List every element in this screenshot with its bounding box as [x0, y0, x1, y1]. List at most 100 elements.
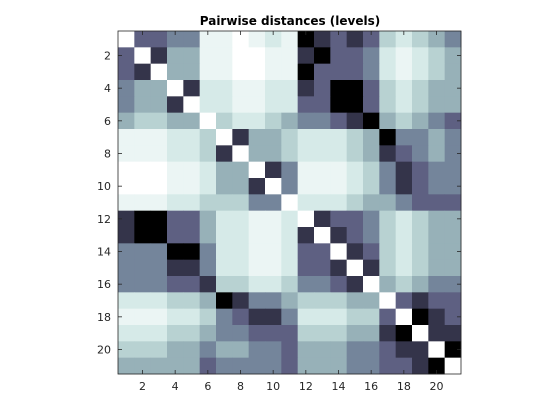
- heatmap-cell: [265, 145, 282, 163]
- heatmap-cell: [248, 341, 266, 359]
- heatmap-cell: [167, 357, 184, 375]
- heatmap-cell: [297, 243, 315, 261]
- heatmap-cell: [281, 47, 299, 65]
- heatmap-cell: [346, 259, 364, 277]
- heatmap-cell: [281, 31, 299, 48]
- heatmap-cell: [379, 210, 397, 228]
- heatmap-cell: [265, 63, 282, 81]
- heatmap-cell: [444, 357, 462, 375]
- heatmap-cell: [183, 357, 201, 375]
- heatmap-cell: [412, 145, 429, 163]
- heatmap-cell: [314, 341, 331, 359]
- heatmap-cell: [395, 145, 413, 163]
- heatmap-cell: [199, 227, 217, 244]
- heatmap-cell: [150, 80, 168, 97]
- heatmap-cell: [281, 210, 299, 228]
- heatmap-cell: [134, 357, 152, 375]
- heatmap-cell: [118, 357, 135, 375]
- heatmap-cell: [428, 276, 446, 293]
- heatmap-cell: [281, 357, 299, 375]
- heatmap-cell: [363, 129, 380, 146]
- heatmap-cell: [167, 96, 184, 114]
- heatmap-cell: [150, 325, 168, 342]
- heatmap-cell: [216, 47, 233, 65]
- heatmap-cell: [150, 96, 168, 114]
- heatmap-cell: [167, 325, 184, 342]
- heatmap-cell: [150, 292, 168, 310]
- heatmap-cell: [150, 178, 168, 195]
- heatmap-cell: [297, 161, 315, 179]
- heatmap-cell: [134, 276, 152, 293]
- heatmap-cell: [216, 325, 233, 342]
- heatmap-cell: [444, 47, 462, 65]
- heatmap-cell: [330, 129, 348, 146]
- heatmap-cell: [412, 112, 429, 130]
- heatmap-cell: [199, 341, 217, 359]
- heatmap-cell: [297, 80, 315, 97]
- heatmap-cell: [134, 243, 152, 261]
- heatmap-cell: [444, 194, 462, 212]
- heatmap-cell: [232, 341, 250, 359]
- y-tick-label: 4: [104, 82, 111, 95]
- heatmap-cell: [118, 243, 135, 261]
- heatmap-cell: [183, 276, 201, 293]
- heatmap-cell: [379, 47, 397, 65]
- heatmap-cell: [346, 276, 364, 293]
- heatmap-cell: [265, 194, 282, 212]
- heatmap-cell: [216, 194, 233, 212]
- heatmap-cell: [379, 161, 397, 179]
- heatmap-cell: [183, 178, 201, 195]
- heatmap-cell: [183, 63, 201, 81]
- heatmap-cell: [232, 243, 250, 261]
- heatmap-cell: [314, 63, 331, 81]
- heatmap-cell: [444, 259, 462, 277]
- heatmap-cell: [150, 194, 168, 212]
- heatmap-cell: [265, 31, 282, 48]
- heatmap-cell: [183, 308, 201, 326]
- heatmap-cell: [428, 112, 446, 130]
- heatmap-cell: [379, 112, 397, 130]
- heatmap-cell: [428, 63, 446, 81]
- heatmap-cell: [330, 194, 348, 212]
- heatmap-cell: [167, 145, 184, 163]
- heatmap-cell: [118, 341, 135, 359]
- heatmap-cell: [248, 63, 266, 81]
- heatmap-cell: [412, 194, 429, 212]
- heatmap-cell: [232, 292, 250, 310]
- axis-ticks: 2 4 6 8 10 12 14 16 18 20 2 4 6 8 10 12 14 16 18 20: [97, 31, 461, 393]
- heatmap-cell: [118, 96, 135, 114]
- heatmap-cell: [444, 341, 462, 359]
- x-tick-label: 18: [397, 380, 411, 393]
- heatmap-cell: [167, 308, 184, 326]
- heatmap-cell: [265, 259, 282, 277]
- x-tick-label: 12: [299, 380, 313, 393]
- heatmap-cell: [395, 357, 413, 375]
- heatmap-cell: [412, 227, 429, 244]
- heatmap-cell: [395, 161, 413, 179]
- heatmap-cell: [134, 325, 152, 342]
- heatmap-cell: [395, 178, 413, 195]
- heatmap-cell: [118, 210, 135, 228]
- heatmap-cell: [297, 194, 315, 212]
- heatmap-cell: [346, 178, 364, 195]
- heatmap-cell: [346, 357, 364, 375]
- y-tick-label: 6: [104, 115, 111, 128]
- heatmap-cell: [314, 161, 331, 179]
- heatmap-cell: [346, 194, 364, 212]
- heatmap-cell: [232, 112, 250, 130]
- heatmap-cell: [395, 194, 413, 212]
- heatmap-cell: [199, 161, 217, 179]
- heatmap-cell: [232, 259, 250, 277]
- heatmap-cell: [232, 47, 250, 65]
- heatmap-cell: [232, 31, 250, 48]
- heatmap-cell: [248, 243, 266, 261]
- heatmap-cell: [199, 194, 217, 212]
- heatmap-cell: [297, 112, 315, 130]
- heatmap-cell: [183, 243, 201, 261]
- heatmap-cell: [395, 96, 413, 114]
- heatmap-cell: [314, 259, 331, 277]
- heatmap-cell: [183, 129, 201, 146]
- heatmap-cell: [248, 47, 266, 65]
- heatmap-cell: [183, 47, 201, 65]
